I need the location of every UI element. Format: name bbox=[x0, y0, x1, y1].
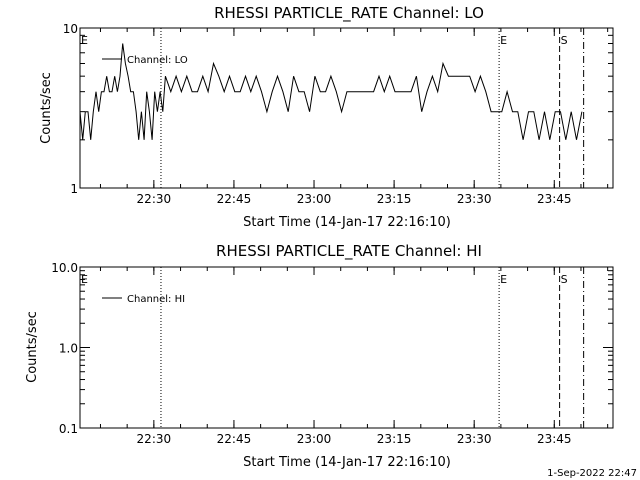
x-tick-label: 23:30 bbox=[457, 432, 492, 446]
x-tick-label: 22:45 bbox=[217, 192, 252, 206]
panel-hi: RHESSI PARTICLE_RATE Channel: HI Start T… bbox=[25, 242, 614, 470]
legend-label: Channel: LO bbox=[127, 55, 188, 66]
plot-frame bbox=[79, 266, 614, 429]
y-tick-label: 10 bbox=[63, 22, 78, 36]
x-tick-label: 23:15 bbox=[377, 432, 412, 446]
x-tick-label: 23:15 bbox=[377, 192, 412, 206]
y-axis-label-hi: Counts/sec bbox=[25, 311, 40, 383]
marker-label: S bbox=[561, 34, 568, 47]
marker-label: S bbox=[561, 273, 568, 286]
marker-label: E bbox=[500, 273, 507, 286]
x-axis-label-lo: Start Time (14-Jan-17 22:16:10) bbox=[243, 215, 451, 230]
plot-frame bbox=[79, 27, 614, 189]
x-tick-label: 22:30 bbox=[137, 192, 172, 206]
x-tick-label: 23:30 bbox=[457, 192, 492, 206]
x-tick-label: 22:30 bbox=[137, 432, 172, 446]
series-line bbox=[79, 43, 583, 140]
footer-timestamp: 1-Sep-2022 22:47 bbox=[547, 468, 637, 479]
y-tick-label: 1.0 bbox=[59, 342, 78, 356]
marker-label: E bbox=[81, 34, 88, 47]
y-axis-label-lo: Counts/sec bbox=[39, 72, 54, 144]
y-tick-label: 0.1 bbox=[59, 422, 78, 436]
x-axis-label-hi: Start Time (14-Jan-17 22:16:10) bbox=[243, 455, 451, 470]
x-tick-label: 22:45 bbox=[217, 432, 252, 446]
chart-title-hi: RHESSI PARTICLE_RATE Channel: HI bbox=[216, 242, 482, 261]
x-tick-label: 23:00 bbox=[297, 192, 332, 206]
y-tick-label: 1 bbox=[70, 182, 78, 196]
legend-label: Channel: HI bbox=[127, 294, 185, 305]
x-tick-label: 23:45 bbox=[537, 192, 572, 206]
x-tick-label: 23:45 bbox=[537, 432, 572, 446]
marker-label: E bbox=[500, 34, 507, 47]
chart-title-lo: RHESSI PARTICLE_RATE Channel: LO bbox=[214, 4, 484, 23]
x-tick-label: 23:00 bbox=[297, 432, 332, 446]
marker-label: E bbox=[81, 273, 88, 286]
panel-lo: RHESSI PARTICLE_RATE Channel: LO Start T… bbox=[39, 4, 614, 230]
y-tick-label: 10.0 bbox=[51, 261, 78, 275]
